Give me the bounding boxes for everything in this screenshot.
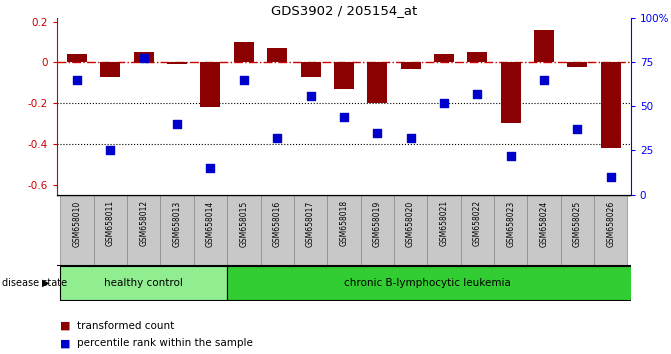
Bar	[194, 195, 227, 266]
Text: GSM658025: GSM658025	[573, 200, 582, 247]
Bar	[494, 195, 527, 266]
Bar	[301, 62, 321, 77]
Point	[472, 91, 482, 97]
Bar	[267, 48, 287, 62]
Point	[205, 165, 216, 171]
Text: GSM658020: GSM658020	[406, 200, 415, 247]
Bar	[467, 52, 487, 62]
Bar	[367, 62, 387, 103]
Bar	[327, 195, 360, 266]
Bar	[527, 195, 561, 266]
Point	[405, 135, 416, 141]
Bar	[227, 266, 644, 300]
Bar	[401, 62, 421, 69]
Bar	[60, 266, 227, 300]
Bar	[127, 195, 160, 266]
Text: GSM658016: GSM658016	[272, 200, 282, 247]
Point	[505, 153, 516, 159]
Bar	[294, 195, 327, 266]
Bar	[201, 62, 221, 107]
Text: GSM658010: GSM658010	[72, 200, 82, 247]
Text: GSM658021: GSM658021	[440, 200, 448, 246]
Point	[338, 114, 349, 120]
Bar	[460, 195, 494, 266]
Text: GSM658014: GSM658014	[206, 200, 215, 247]
Point	[539, 77, 550, 82]
Text: healthy control: healthy control	[104, 278, 183, 288]
Point	[138, 56, 149, 61]
Bar	[260, 195, 294, 266]
Text: transformed count: transformed count	[77, 321, 174, 331]
Text: GSM658017: GSM658017	[306, 200, 315, 247]
Title: GDS3902 / 205154_at: GDS3902 / 205154_at	[271, 4, 417, 17]
Point	[272, 135, 282, 141]
Bar	[94, 195, 127, 266]
Bar	[234, 42, 254, 62]
Text: GSM658024: GSM658024	[539, 200, 548, 247]
Point	[572, 126, 582, 132]
Bar	[601, 62, 621, 148]
Point	[105, 148, 116, 153]
Bar	[594, 195, 627, 266]
Text: GSM658023: GSM658023	[506, 200, 515, 247]
Bar	[394, 195, 427, 266]
Text: ■: ■	[60, 321, 71, 331]
Text: ▶: ▶	[42, 278, 50, 288]
Bar	[360, 195, 394, 266]
Text: GSM658015: GSM658015	[240, 200, 248, 247]
Text: GSM658022: GSM658022	[473, 200, 482, 246]
Bar	[134, 52, 154, 62]
Text: GSM658018: GSM658018	[340, 200, 348, 246]
Point	[72, 77, 83, 82]
Bar	[534, 30, 554, 62]
Text: GSM658013: GSM658013	[172, 200, 182, 247]
Text: GSM658011: GSM658011	[106, 200, 115, 246]
Bar	[160, 195, 194, 266]
Bar	[568, 62, 587, 67]
Bar	[434, 54, 454, 62]
Bar	[67, 54, 87, 62]
Point	[172, 121, 183, 127]
Bar	[101, 62, 120, 77]
Bar	[167, 62, 187, 64]
Text: percentile rank within the sample: percentile rank within the sample	[77, 338, 253, 348]
Text: GSM658026: GSM658026	[606, 200, 615, 247]
Text: disease state: disease state	[2, 278, 67, 288]
Point	[439, 100, 450, 105]
Text: ■: ■	[60, 338, 71, 348]
Point	[605, 174, 616, 180]
Bar	[227, 195, 260, 266]
Bar	[334, 62, 354, 89]
Bar	[60, 195, 94, 266]
Point	[372, 130, 382, 136]
Point	[238, 77, 249, 82]
Bar	[501, 62, 521, 124]
Point	[305, 93, 316, 98]
Bar	[561, 195, 594, 266]
Text: GSM658012: GSM658012	[140, 200, 148, 246]
Text: GSM658019: GSM658019	[373, 200, 382, 247]
Bar	[427, 195, 460, 266]
Text: chronic B-lymphocytic leukemia: chronic B-lymphocytic leukemia	[344, 278, 511, 288]
